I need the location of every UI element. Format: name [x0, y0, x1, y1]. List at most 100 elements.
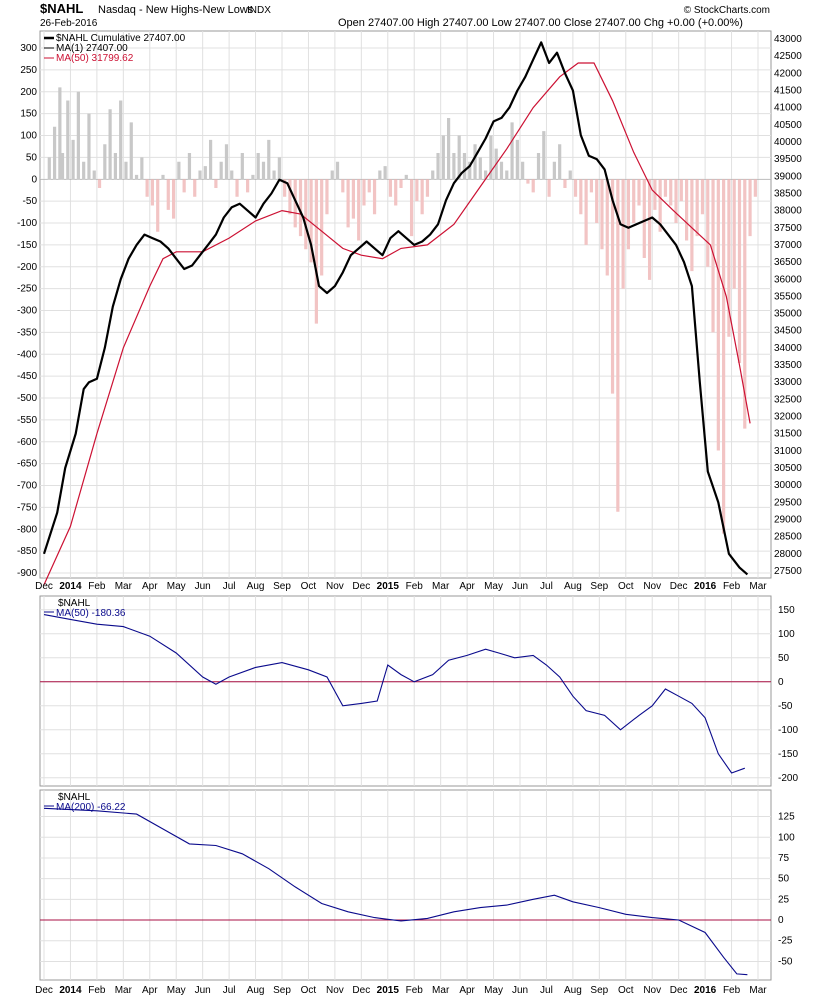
ma50-tick-label: -100 [778, 725, 798, 736]
hist-bar [547, 179, 551, 197]
hist-bar [558, 144, 562, 180]
x-tick-label: Oct [301, 581, 317, 592]
left-tick-label: -150 [17, 240, 37, 251]
hist-bar [119, 100, 123, 180]
x-tick-label: Sep [273, 581, 291, 592]
x-tick-label: Feb [406, 581, 424, 592]
hist-bar [235, 179, 239, 197]
left-tick-label: -450 [17, 371, 37, 382]
hist-bar [542, 131, 546, 180]
left-tick-label: -350 [17, 327, 37, 338]
hist-bar [309, 179, 313, 263]
right-tick-label: 40000 [774, 137, 802, 148]
hist-bar [346, 179, 350, 228]
left-tick-label: -400 [17, 349, 37, 360]
hist-bar [473, 144, 477, 180]
hist-bar [674, 179, 678, 223]
hist-bar [145, 179, 149, 197]
x-tick-label: Mar [115, 985, 133, 996]
hist-bar [589, 179, 593, 193]
hist-bar [92, 170, 96, 180]
watermark: © StockCharts.com [684, 5, 770, 16]
hist-bar [536, 153, 541, 180]
x-tick-label: Oct [301, 985, 317, 996]
ma50-tick-label: 50 [778, 653, 790, 664]
ma200-tick-label: 50 [778, 874, 790, 885]
left-tick-label: 250 [20, 65, 37, 76]
hist-bar [367, 179, 371, 193]
hist-bar [722, 179, 726, 534]
x-tick-label: Sep [590, 581, 608, 592]
axes: Dec Dec 2014 2014 Feb Feb Mar Mar Apr Apr May May Ju… [17, 34, 802, 996]
x-tick-label: Mar [432, 985, 450, 996]
hist-bar [203, 166, 207, 180]
hist-bar [531, 179, 535, 193]
hist-bar [351, 179, 355, 219]
right-tick-label: 41000 [774, 103, 802, 114]
ma200-tick-label: -25 [778, 936, 793, 947]
x-tick-label: Jul [223, 985, 236, 996]
main-legend: $NAHL Cumulative 27407.00 MA(1) 27407.00… [44, 33, 186, 64]
hist-bar [267, 139, 271, 180]
legend-ma1: MA(1) 27407.00 [56, 43, 128, 54]
legend-cumulative: $NAHL Cumulative 27407.00 [56, 33, 186, 44]
hist-bar [66, 100, 70, 180]
right-tick-label: 35000 [774, 309, 802, 320]
hist-bar [47, 157, 51, 180]
x-tick-label: 2014 [59, 581, 82, 592]
hist-bar [325, 179, 329, 215]
hist-bar [177, 161, 181, 180]
x-tick-label: Apr [142, 985, 158, 996]
hist-bar [706, 179, 710, 267]
left-tick-label: 50 [26, 152, 38, 163]
hist-bar [452, 153, 456, 180]
main-lines [42, 41, 751, 585]
x-tick-label: Dec [670, 985, 688, 996]
hist-bar [457, 135, 461, 180]
right-tick-label: 36000 [774, 274, 802, 285]
right-tick-label: 34000 [774, 343, 802, 354]
ma50-panel-line [43, 614, 745, 774]
hist-bar [58, 87, 62, 180]
ma200-tick-label: 0 [778, 915, 784, 926]
x-tick-label: Nov [643, 581, 661, 592]
hist-bar [97, 179, 102, 188]
hist-bar [595, 179, 599, 223]
x-tick-label: Jun [512, 985, 528, 996]
hist-bar [129, 122, 133, 180]
hist-bar [510, 122, 514, 180]
left-tick-label: -800 [17, 524, 37, 535]
x-tick-label: Jul [223, 581, 236, 592]
hist-bar [198, 170, 202, 180]
x-tick-label: Apr [459, 581, 475, 592]
x-tick-label: Mar [115, 581, 133, 592]
hist-bar [378, 170, 382, 180]
right-tick-label: 35500 [774, 291, 802, 302]
hist-bar [626, 179, 631, 250]
x-tick-label: 2016 [694, 581, 717, 592]
hist-bar [124, 161, 128, 180]
hist-bar [261, 161, 266, 180]
hist-bar [166, 179, 170, 210]
hist-bar [357, 179, 361, 241]
x-tick-label: Jun [195, 985, 211, 996]
x-tick-label: Jul [540, 581, 553, 592]
hist-bar [695, 179, 699, 237]
x-tick-label: Dec [352, 985, 370, 996]
hist-bar [462, 153, 467, 180]
ma50-tick-label: -50 [778, 701, 793, 712]
hist-bar [224, 144, 229, 180]
x-tick-label: Oct [618, 581, 634, 592]
hist-bar [71, 139, 75, 180]
left-tick-label: -900 [17, 568, 37, 579]
x-tick-label: Aug [564, 985, 582, 996]
right-tick-label: 34500 [774, 326, 802, 337]
right-tick-label: 36500 [774, 257, 802, 268]
hist-bar [515, 139, 519, 180]
hist-bar [320, 179, 324, 276]
ma50-tick-label: -150 [778, 749, 798, 760]
hist-bar [716, 179, 720, 451]
left-tick-label: -550 [17, 415, 37, 426]
hist-bar [394, 179, 398, 206]
